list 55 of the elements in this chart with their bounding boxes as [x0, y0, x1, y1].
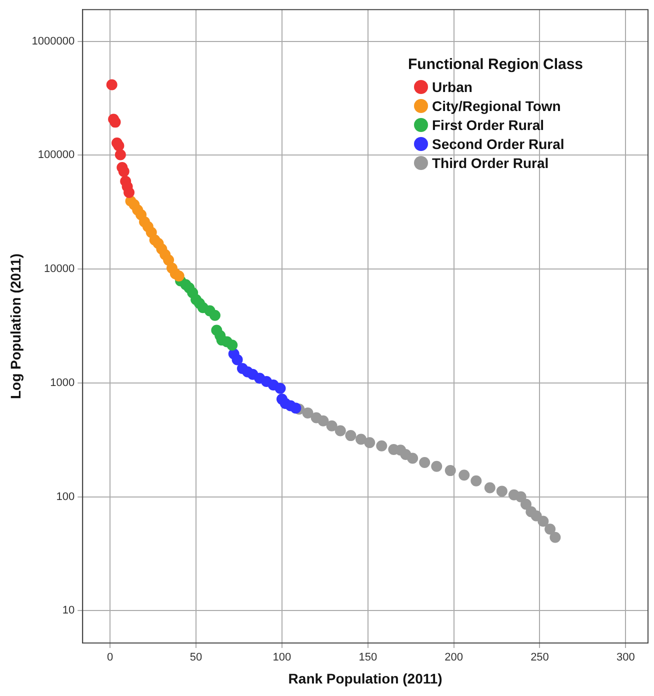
point [458, 470, 470, 481]
point [124, 187, 135, 198]
point [106, 79, 118, 90]
point [376, 440, 388, 452]
point [326, 420, 338, 432]
point [550, 532, 561, 543]
point [364, 437, 376, 448]
legend-label: Urban [432, 78, 472, 94]
point [118, 166, 130, 177]
point [520, 498, 532, 510]
point [302, 407, 314, 418]
y-tick-label: 100 [56, 490, 75, 503]
point [110, 116, 121, 128]
point [163, 254, 174, 266]
y-tick-label: 100000 [38, 149, 75, 162]
point [232, 354, 243, 366]
legend-label: Third Order Rural [432, 154, 549, 170]
legend-label: Second Order Rural [432, 136, 564, 152]
x-tick-label: 300 [616, 652, 635, 664]
point [544, 524, 556, 535]
point [407, 452, 418, 464]
point [484, 482, 496, 494]
point [274, 382, 286, 394]
x-tick-label: 0 [107, 652, 114, 664]
point [515, 491, 526, 502]
x-tick-label: 200 [444, 652, 463, 664]
point [113, 140, 124, 152]
y-tick-label: 1000 [50, 376, 75, 389]
y-tick-label: 10 [62, 604, 75, 617]
point [356, 434, 367, 445]
point [209, 310, 220, 321]
y-axis-title: Log Population (2011) [7, 254, 24, 400]
point [496, 486, 508, 497]
y-tick-label: 10000 [44, 263, 75, 276]
point [318, 415, 329, 426]
x-tick-label: 250 [530, 652, 549, 664]
point [114, 149, 126, 160]
legend-label: City/Regional Town [432, 98, 561, 114]
point [334, 425, 346, 436]
x-axis-title: Rank Population (2011) [288, 670, 442, 686]
point [173, 270, 184, 282]
point [290, 402, 302, 414]
point [419, 457, 430, 468]
point [444, 465, 456, 476]
point [345, 430, 356, 442]
x-tick-label: 150 [358, 652, 378, 664]
legend-label: First Order Rural [432, 116, 544, 132]
x-tick-label: 100 [272, 652, 292, 664]
x-tick-label: 50 [190, 652, 202, 664]
point [226, 340, 238, 351]
legend-title: Functional Region Class [408, 56, 584, 73]
y-tick-label: 1000000 [32, 35, 75, 48]
point [470, 475, 482, 486]
point [431, 460, 442, 472]
point [538, 516, 549, 527]
